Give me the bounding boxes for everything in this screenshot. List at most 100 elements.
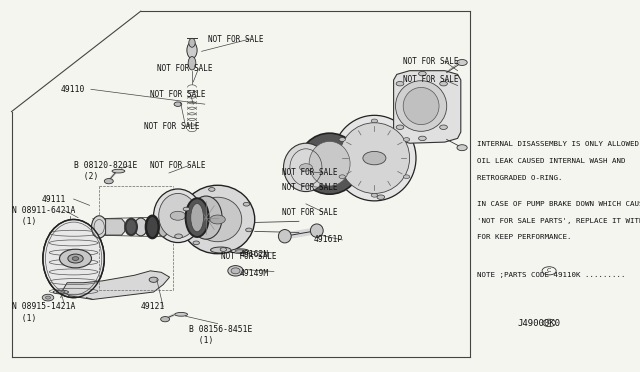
Circle shape <box>440 81 447 86</box>
Circle shape <box>68 254 83 263</box>
Circle shape <box>339 175 346 179</box>
Ellipse shape <box>310 224 323 237</box>
Text: NOT FOR SALE: NOT FOR SALE <box>144 122 200 131</box>
Circle shape <box>183 207 189 211</box>
Text: 'NOT FOR SALE PARTS', REPLACE IT WITH PUMP ASSY: 'NOT FOR SALE PARTS', REPLACE IT WITH PU… <box>477 218 640 224</box>
Text: IN CASE OF PUMP BRAKE DOWN WHICH CAUSED: IN CASE OF PUMP BRAKE DOWN WHICH CAUSED <box>477 201 640 207</box>
Ellipse shape <box>154 189 202 243</box>
Polygon shape <box>63 271 170 299</box>
Ellipse shape <box>231 249 249 253</box>
Circle shape <box>220 248 227 251</box>
Circle shape <box>419 71 426 76</box>
Ellipse shape <box>158 217 168 237</box>
Text: (2): (2) <box>74 172 98 181</box>
Ellipse shape <box>190 196 222 239</box>
Ellipse shape <box>112 169 125 173</box>
Text: 49161P: 49161P <box>314 235 343 244</box>
Ellipse shape <box>211 247 231 253</box>
Text: FOR KEEP PERFORMANCE.: FOR KEEP PERFORMANCE. <box>477 234 572 240</box>
Circle shape <box>174 102 182 106</box>
Circle shape <box>149 277 158 282</box>
Ellipse shape <box>180 185 255 254</box>
Polygon shape <box>394 71 461 143</box>
Ellipse shape <box>193 197 242 242</box>
Circle shape <box>300 164 312 171</box>
Text: NOT FOR SALE: NOT FOR SALE <box>150 161 206 170</box>
Ellipse shape <box>231 268 240 274</box>
Circle shape <box>403 138 410 141</box>
Circle shape <box>371 193 378 197</box>
Text: 49162N: 49162N <box>240 250 269 259</box>
Text: 49110: 49110 <box>61 85 85 94</box>
Ellipse shape <box>188 57 196 70</box>
Circle shape <box>440 125 447 129</box>
Text: OIL LEAK CAUSED INTERNAL WASH AND: OIL LEAK CAUSED INTERNAL WASH AND <box>477 158 625 164</box>
Text: (1): (1) <box>189 336 213 345</box>
Text: N 08911-6421A: N 08911-6421A <box>12 206 75 215</box>
Ellipse shape <box>396 81 447 131</box>
Ellipse shape <box>161 317 170 322</box>
Circle shape <box>246 228 252 232</box>
Ellipse shape <box>284 143 328 192</box>
Text: B 08120-8201E: B 08120-8201E <box>74 161 137 170</box>
Polygon shape <box>106 219 125 235</box>
Text: NOT FOR SALE: NOT FOR SALE <box>403 76 459 84</box>
Circle shape <box>72 257 79 260</box>
Ellipse shape <box>175 312 188 316</box>
Ellipse shape <box>278 230 291 243</box>
Ellipse shape <box>125 219 137 235</box>
Text: (1): (1) <box>12 314 36 323</box>
Circle shape <box>363 151 386 165</box>
Ellipse shape <box>191 203 204 232</box>
Text: B 08156-8451E: B 08156-8451E <box>189 325 252 334</box>
Ellipse shape <box>187 42 197 58</box>
Circle shape <box>419 136 426 141</box>
Ellipse shape <box>146 216 159 238</box>
Text: J49000K0: J49000K0 <box>517 319 560 328</box>
Circle shape <box>243 202 250 206</box>
Circle shape <box>193 241 200 245</box>
Text: C: C <box>547 320 551 326</box>
Text: N 08915-1421A: N 08915-1421A <box>12 302 75 311</box>
Circle shape <box>60 249 92 268</box>
Ellipse shape <box>92 216 107 238</box>
Circle shape <box>42 294 54 301</box>
Text: NOT FOR SALE: NOT FOR SALE <box>282 208 337 217</box>
Circle shape <box>175 234 182 238</box>
Text: 49111: 49111 <box>42 195 66 203</box>
Ellipse shape <box>309 141 350 186</box>
Text: (1): (1) <box>12 217 36 226</box>
Text: INTERNAL DISASSEMBLY IS ONLY ALLOWED IN CASE OF: INTERNAL DISASSEMBLY IS ONLY ALLOWED IN … <box>477 141 640 147</box>
Circle shape <box>403 175 410 179</box>
Circle shape <box>210 215 225 224</box>
Text: NOT FOR SALE: NOT FOR SALE <box>221 252 276 261</box>
Ellipse shape <box>104 179 113 184</box>
Ellipse shape <box>186 198 209 237</box>
Circle shape <box>339 138 346 141</box>
Ellipse shape <box>339 123 410 193</box>
Text: NOTE ;PARTS CODE 49110K .........: NOTE ;PARTS CODE 49110K ......... <box>477 272 625 278</box>
Ellipse shape <box>159 193 197 238</box>
Ellipse shape <box>134 218 147 236</box>
Text: RETROGRADED O-RING.: RETROGRADED O-RING. <box>477 175 563 181</box>
Text: 49121: 49121 <box>141 302 165 311</box>
Circle shape <box>170 211 186 220</box>
Circle shape <box>396 125 404 129</box>
Ellipse shape <box>457 145 467 151</box>
Ellipse shape <box>333 115 416 201</box>
Circle shape <box>371 119 378 123</box>
Text: NOT FOR SALE: NOT FOR SALE <box>282 169 337 177</box>
Circle shape <box>396 81 404 86</box>
Ellipse shape <box>189 38 195 47</box>
Circle shape <box>209 187 215 191</box>
Circle shape <box>377 195 385 199</box>
Text: 49149M: 49149M <box>240 269 269 278</box>
Ellipse shape <box>403 87 439 125</box>
Text: NOT FOR SALE: NOT FOR SALE <box>150 90 206 99</box>
Ellipse shape <box>53 290 68 294</box>
Text: C: C <box>547 268 551 273</box>
Ellipse shape <box>228 266 243 276</box>
Ellipse shape <box>299 133 360 194</box>
Circle shape <box>45 296 51 299</box>
Text: NOT FOR SALE: NOT FOR SALE <box>157 64 212 73</box>
